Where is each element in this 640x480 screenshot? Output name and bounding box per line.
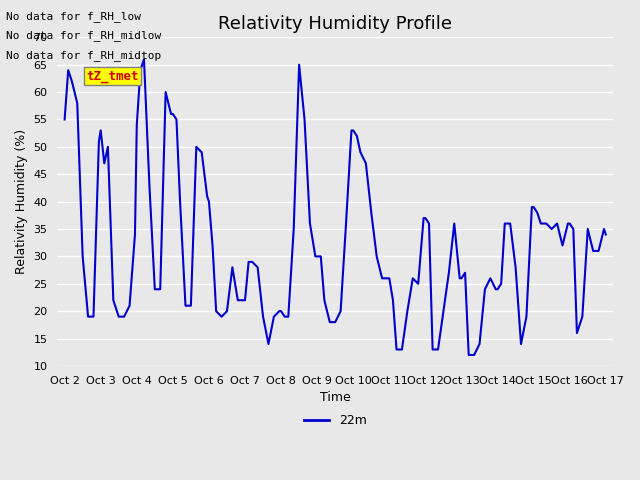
- Text: No data for f_RH_midlow: No data for f_RH_midlow: [6, 30, 162, 41]
- Legend: 22m: 22m: [299, 409, 372, 432]
- Text: No data for f_RH_low: No data for f_RH_low: [6, 11, 141, 22]
- Y-axis label: Relativity Humidity (%): Relativity Humidity (%): [15, 129, 28, 274]
- X-axis label: Time: Time: [320, 391, 351, 404]
- Text: No data for f_RH_midtop: No data for f_RH_midtop: [6, 49, 162, 60]
- Text: tZ_tmet: tZ_tmet: [86, 70, 139, 83]
- Title: Relativity Humidity Profile: Relativity Humidity Profile: [218, 15, 452, 33]
